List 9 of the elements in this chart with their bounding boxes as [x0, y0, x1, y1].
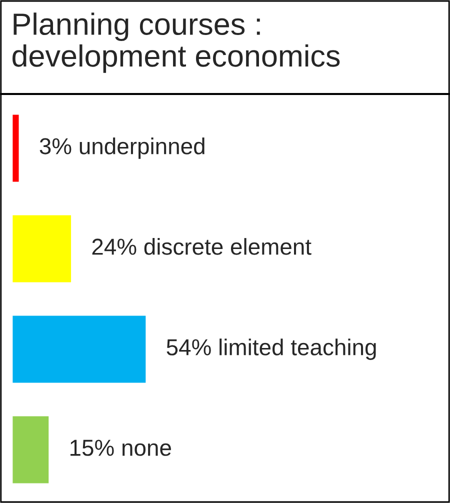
data-label: 3% underpinned [40, 138, 204, 159]
bar [12, 414, 50, 485]
chart-title: Planning courses : development economics [12, 12, 340, 73]
data-label: 24% discrete element [92, 238, 312, 255]
data-label: 54% limited teaching [166, 338, 376, 360]
bar [12, 214, 72, 284]
data-label: 15% none [70, 440, 171, 456]
bar [12, 314, 148, 384]
bar [12, 113, 20, 184]
